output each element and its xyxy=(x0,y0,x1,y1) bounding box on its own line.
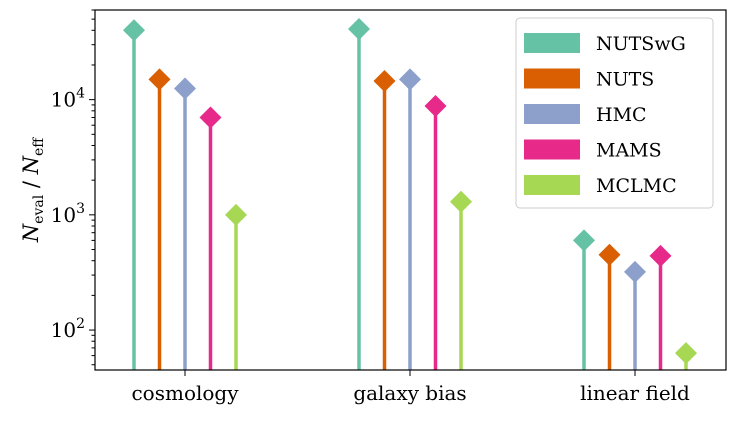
stem-marker xyxy=(199,106,222,129)
legend-swatch xyxy=(524,139,580,160)
stems-group xyxy=(123,18,697,370)
legend-swatch xyxy=(524,68,580,89)
legend-swatch xyxy=(524,104,580,124)
y-axis-label: Neval / Neff xyxy=(19,137,47,244)
y-tick-label: 104 xyxy=(51,86,85,112)
stem-marker xyxy=(373,70,396,93)
stem-marker xyxy=(450,190,472,213)
x-tick-label: galaxy bias xyxy=(353,381,466,405)
legend-swatch xyxy=(524,175,580,195)
y-tick-label: 102 xyxy=(51,316,85,342)
stem-marker xyxy=(225,203,247,226)
stem-marker xyxy=(598,243,621,266)
stem-marker xyxy=(573,229,595,252)
legend-label: NUTS xyxy=(596,69,654,91)
legend-label: MAMS xyxy=(596,140,662,162)
x-tick-label: cosmology xyxy=(131,381,239,405)
stem-marker xyxy=(675,342,697,365)
stem-marker xyxy=(348,18,370,41)
legend-label: NUTSwG xyxy=(596,33,686,55)
stem-marker xyxy=(123,19,145,42)
y-tick-label: 103 xyxy=(51,201,85,227)
stem-marker xyxy=(174,77,196,100)
stem-marker xyxy=(424,95,447,118)
x-axis: cosmology galaxy bias linear field xyxy=(131,370,690,405)
stem-marker xyxy=(624,260,646,283)
legend-label: HMC xyxy=(596,104,647,126)
legend-label: MCLMC xyxy=(596,175,677,197)
legend-swatch xyxy=(524,33,580,53)
stem-marker xyxy=(399,68,421,91)
stem-marker xyxy=(148,68,171,91)
legend: NUTSwG NUTS HMC MAMS MCLMC xyxy=(515,17,714,209)
x-tick-label: linear field xyxy=(580,381,690,405)
legend-box xyxy=(515,17,714,209)
stem-marker xyxy=(649,244,672,267)
y-axis: 102 103 104 xyxy=(51,9,95,366)
